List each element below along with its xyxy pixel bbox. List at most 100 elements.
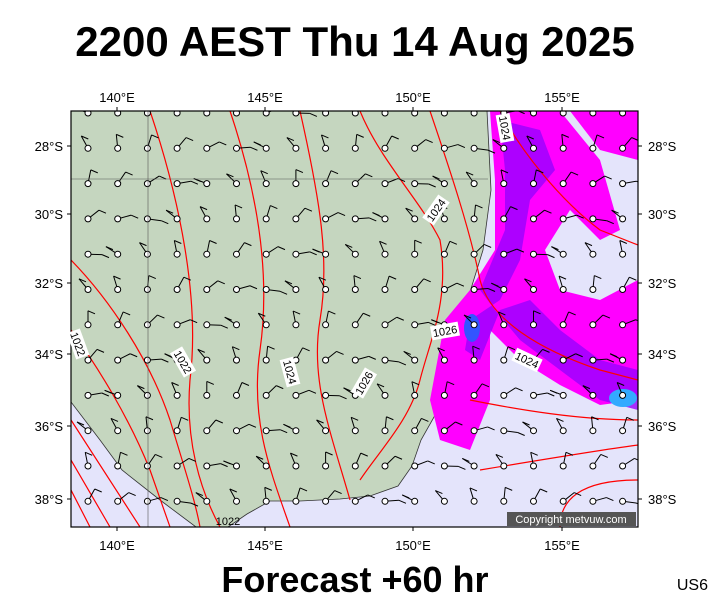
barb-station bbox=[619, 462, 627, 470]
barb-flag bbox=[382, 99, 389, 102]
barb-station bbox=[619, 356, 627, 364]
barb-flag bbox=[483, 243, 492, 248]
barb-station bbox=[559, 356, 567, 364]
barb-station bbox=[262, 215, 270, 223]
barb-station bbox=[292, 250, 300, 258]
barb-station bbox=[173, 111, 181, 117]
barb-station bbox=[589, 180, 597, 188]
barb-station bbox=[530, 180, 537, 188]
wind-barbs bbox=[76, 99, 638, 507]
barb-flag bbox=[376, 383, 385, 388]
barb-station bbox=[114, 144, 122, 152]
barb-station bbox=[559, 286, 567, 293]
barb-station bbox=[411, 144, 419, 152]
barb-flag bbox=[495, 453, 504, 458]
barb-flag bbox=[321, 134, 329, 139]
barb-flag bbox=[498, 311, 506, 316]
barb-station bbox=[351, 356, 359, 364]
barb-station bbox=[114, 250, 122, 258]
barb-flag bbox=[142, 100, 149, 103]
barb-flag bbox=[128, 492, 136, 497]
barb-flag bbox=[258, 312, 266, 317]
barb-station bbox=[589, 321, 597, 329]
axis-labels: 140°E 145°E 150°E 155°E 140°E 145°E 150°E 155°E… bbox=[35, 90, 677, 553]
barb-station bbox=[440, 356, 448, 364]
barb-flag bbox=[606, 358, 615, 363]
barb-station bbox=[440, 250, 448, 258]
barb-station bbox=[440, 391, 448, 399]
barb-flag bbox=[328, 310, 336, 315]
barb-flag bbox=[316, 419, 324, 424]
barb-station bbox=[203, 427, 211, 435]
barb-station bbox=[470, 250, 478, 258]
barb-flag bbox=[561, 133, 569, 138]
barb-station bbox=[530, 427, 537, 435]
barb-flag bbox=[139, 242, 147, 247]
barb-flag bbox=[456, 282, 465, 287]
barb-flag bbox=[425, 139, 433, 144]
barb-flag bbox=[161, 220, 169, 225]
barb-station bbox=[262, 286, 270, 293]
barb-station bbox=[262, 391, 270, 399]
barb-station bbox=[589, 144, 597, 152]
barb-flag bbox=[260, 170, 268, 175]
y-tick-label: 32°S bbox=[648, 276, 677, 291]
barb-flag bbox=[232, 346, 240, 351]
barb-station bbox=[619, 321, 627, 329]
barb-station bbox=[114, 356, 122, 364]
barb-flag bbox=[343, 387, 351, 392]
barb-station bbox=[84, 144, 92, 152]
barb-station bbox=[233, 427, 240, 435]
barb-station bbox=[262, 250, 270, 258]
barb-flag bbox=[455, 421, 463, 426]
barb-flag bbox=[292, 310, 301, 315]
barb-flag bbox=[623, 99, 630, 102]
barb-flag bbox=[148, 275, 156, 280]
barb-flag bbox=[360, 452, 368, 457]
map-frame bbox=[70, 110, 639, 528]
barb-station bbox=[381, 286, 389, 293]
contour-labels: 1024 1022 1024 1026 1026 1024 1022 1022 … bbox=[66, 112, 543, 528]
barb-flag bbox=[526, 135, 534, 140]
barb-flag bbox=[279, 429, 288, 434]
barb-flag bbox=[457, 144, 466, 149]
barb-station bbox=[411, 215, 419, 223]
barb-flag bbox=[584, 242, 593, 247]
barb-station bbox=[440, 180, 448, 188]
x-tick-label: 155°E bbox=[544, 538, 580, 553]
barb-flag bbox=[350, 416, 359, 421]
barb-station bbox=[411, 391, 419, 399]
barb-flag bbox=[255, 455, 264, 460]
barb-station bbox=[619, 144, 627, 152]
barb-station bbox=[500, 180, 508, 188]
barb-flag bbox=[522, 421, 530, 426]
barb-station bbox=[470, 356, 478, 364]
barb-station bbox=[381, 321, 389, 329]
barb-flag bbox=[284, 280, 293, 285]
barb-flag bbox=[565, 451, 574, 456]
barb-station bbox=[292, 180, 300, 188]
barb-station bbox=[559, 497, 567, 505]
barb-station bbox=[114, 391, 122, 399]
barb-station bbox=[143, 462, 151, 470]
barb-station bbox=[84, 391, 92, 399]
barb-station bbox=[351, 427, 359, 435]
barb-flag bbox=[244, 242, 252, 247]
barb-flag bbox=[616, 382, 625, 386]
barb-station bbox=[84, 427, 92, 435]
barb-flag bbox=[600, 453, 609, 458]
contour-label: 1022 bbox=[216, 516, 240, 528]
isobars bbox=[71, 111, 638, 527]
barb-flag bbox=[229, 488, 237, 493]
barb-station bbox=[470, 215, 478, 223]
barb-station bbox=[262, 356, 270, 364]
barb-flag bbox=[309, 112, 318, 117]
barb-station bbox=[84, 250, 92, 258]
barb-station bbox=[530, 391, 537, 399]
barb-station bbox=[500, 321, 508, 329]
barb-flag bbox=[591, 416, 599, 421]
barb-flag bbox=[379, 240, 387, 245]
barb-flag bbox=[606, 220, 614, 225]
barb-station bbox=[114, 462, 122, 470]
barb-flag bbox=[394, 455, 403, 460]
